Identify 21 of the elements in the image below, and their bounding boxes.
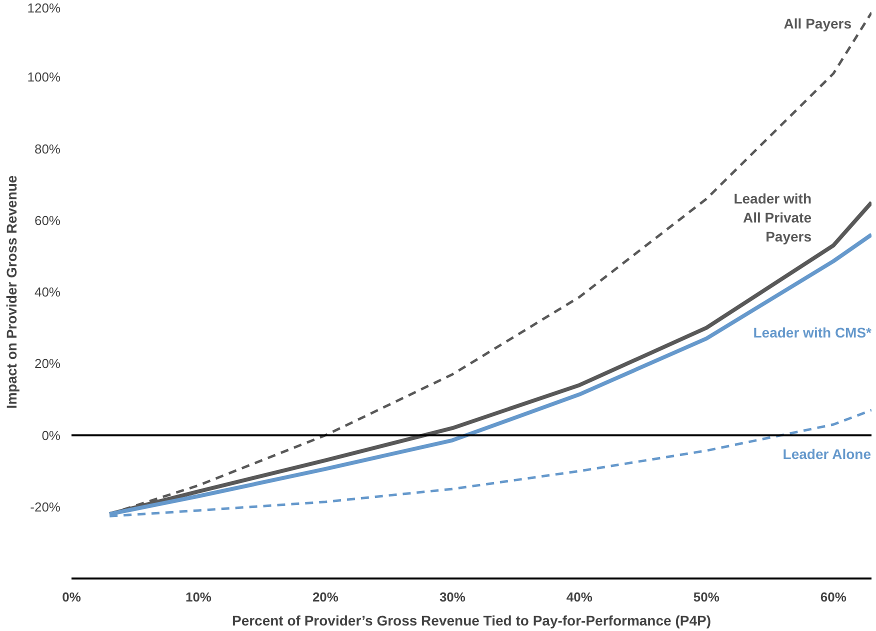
- series-label: Leader Alone: [782, 446, 872, 462]
- y-tick-label: 40%: [34, 284, 61, 300]
- x-tick-label: 40%: [566, 590, 593, 604]
- y-tick-label: 20%: [34, 356, 61, 372]
- series-label: Leader with All Private Payers: [734, 190, 812, 245]
- y-tick-label: 60%: [34, 212, 61, 228]
- x-tick-label: 50%: [693, 590, 720, 604]
- y-tick-label: -20%: [30, 499, 61, 514]
- series-label: All Payers: [784, 16, 852, 32]
- x-tick-label: 60%: [820, 590, 847, 604]
- x-tick-label: 30%: [439, 590, 466, 604]
- x-axis-title: Percent of Provider’s Gross Revenue Tied to Pay-for-Performance (P4P): [232, 612, 712, 628]
- y-axis-title: Impact on Provider Gross Revenue: [3, 175, 20, 409]
- series-label: Leader with CMS*: [753, 324, 872, 341]
- x-tick-label: 0%: [62, 590, 82, 604]
- y-tick-label: 80%: [34, 141, 61, 156]
- x-tick-label: 10%: [185, 590, 212, 604]
- x-tick-label: 20%: [312, 590, 339, 604]
- y-tick-label: 0%: [42, 428, 61, 443]
- y-tick-label: 100%: [27, 70, 61, 85]
- y-tick-label: 120%: [27, 0, 61, 16]
